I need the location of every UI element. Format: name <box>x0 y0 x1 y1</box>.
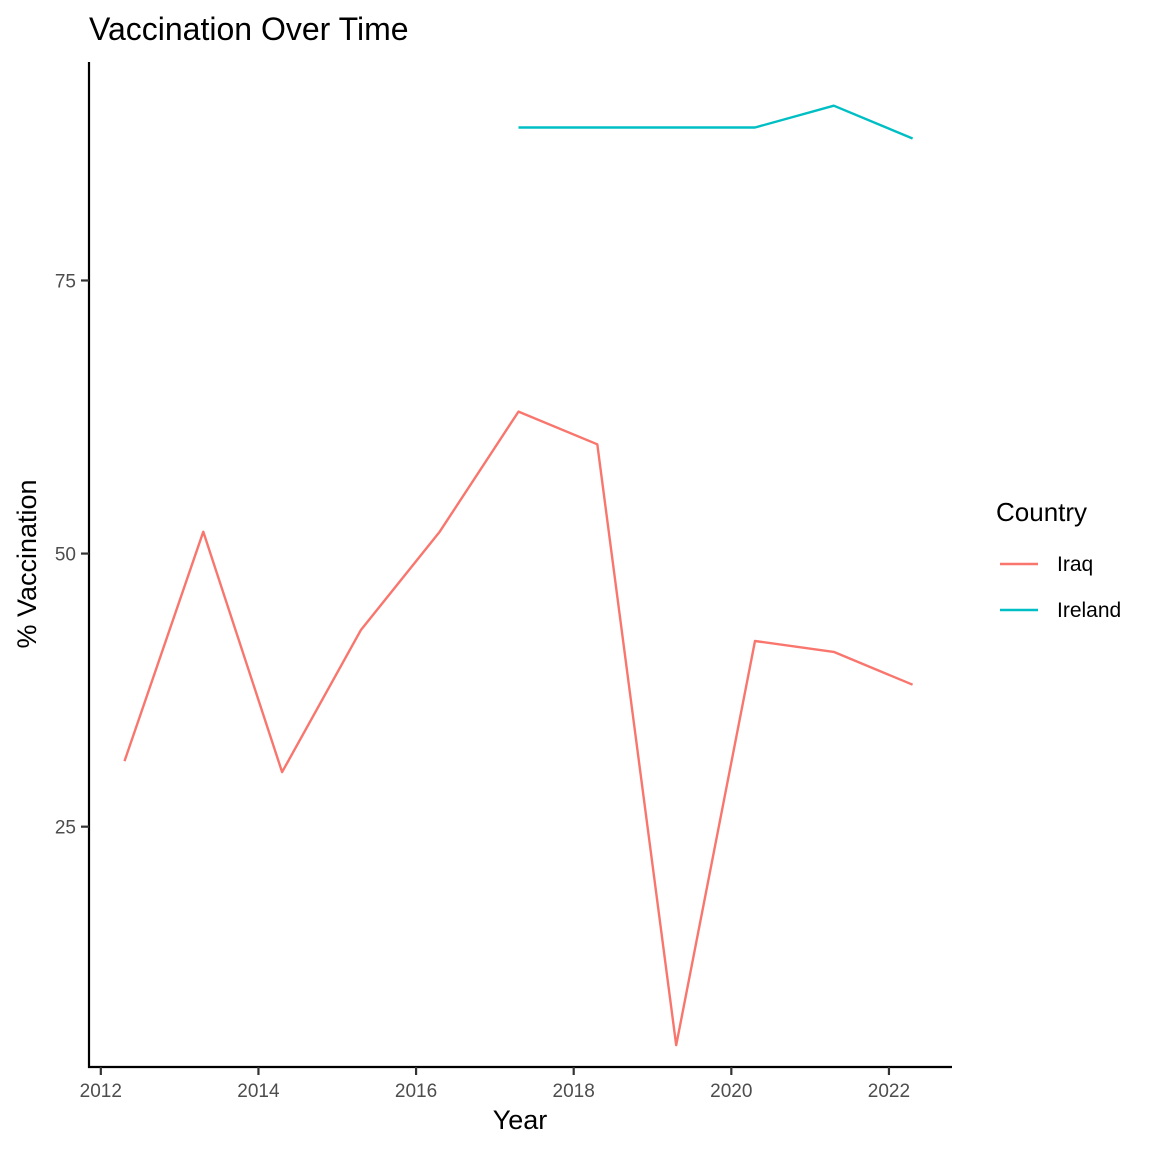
y-axis-ticks: 25 50 75 <box>55 271 89 839</box>
x-tick-label: 2020 <box>710 1081 752 1102</box>
legend-title: Country <box>996 497 1087 527</box>
x-tick-label: 2018 <box>553 1081 595 1102</box>
x-tick-label: 2012 <box>80 1081 122 1102</box>
x-tick-label: 2014 <box>237 1081 280 1102</box>
x-axis-ticks: 2012 2014 2016 2018 2020 2022 <box>80 1067 910 1102</box>
y-tick-label: 25 <box>55 818 76 839</box>
x-axis-title: Year <box>493 1105 548 1135</box>
x-tick-label: 2016 <box>395 1081 437 1102</box>
series-line-iraq <box>123 410 914 1047</box>
y-tick-label: 50 <box>55 545 76 566</box>
plot-area <box>123 104 914 1047</box>
legend-items: Iraq Ireland <box>1000 553 1121 622</box>
series-line-ireland <box>518 104 914 140</box>
y-axis-title: % Vaccination <box>12 479 42 648</box>
legend: Country Iraq Ireland <box>996 497 1121 622</box>
chart-title: Vaccination Over Time <box>89 11 409 47</box>
legend-label-iraq: Iraq <box>1057 553 1093 576</box>
x-tick-label: 2022 <box>868 1081 910 1102</box>
y-tick-label: 75 <box>55 271 76 292</box>
legend-label-ireland: Ireland <box>1057 599 1121 622</box>
